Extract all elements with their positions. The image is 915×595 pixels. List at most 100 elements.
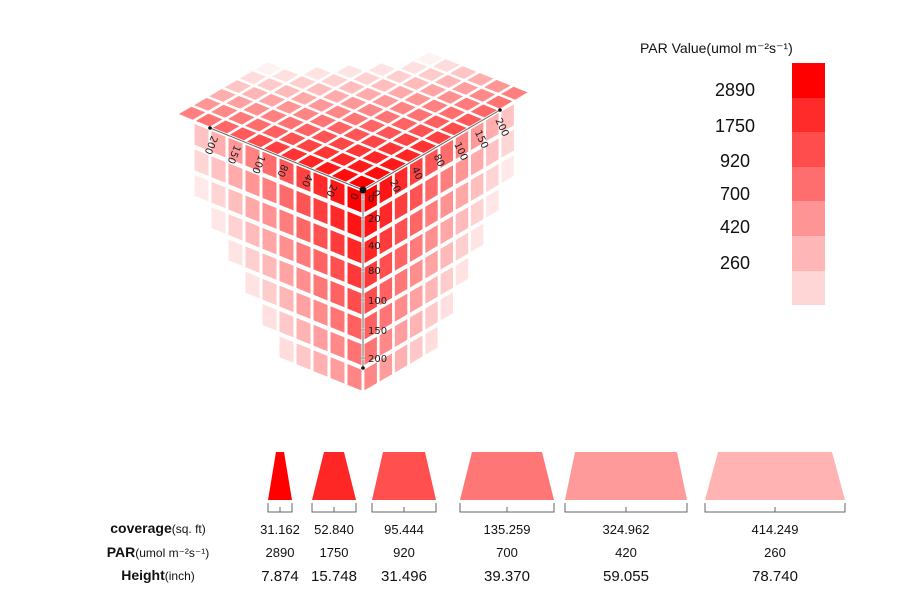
right-face-cell: [470, 172, 484, 201]
right-axis-line: [362, 109, 501, 191]
top-face-cell: [331, 168, 359, 182]
right-face-cell: [425, 224, 438, 254]
legend-swatch: [792, 132, 825, 167]
left-face-cell: [330, 357, 345, 384]
right-face-cell: [410, 183, 423, 212]
top-face-cell: [400, 61, 428, 75]
top-face-cell: [484, 79, 511, 93]
right-face-cell: [425, 250, 438, 279]
top-face-cell: [375, 126, 403, 140]
right-face-cell: [440, 190, 453, 219]
right-face-cell: [455, 258, 469, 287]
right-face-cell: [455, 232, 469, 261]
right-face-cell: [364, 260, 377, 289]
left-face-cell: [330, 306, 345, 333]
top-face-cell: [178, 106, 206, 120]
table-cell-coverage: 52.840: [314, 522, 354, 537]
right-face-cell: [364, 235, 377, 264]
left-face-cell: [194, 149, 209, 176]
right-face-cell: [394, 293, 408, 322]
left-face-cell: [296, 267, 311, 294]
top-face-cell: [226, 95, 253, 109]
table-cell-par: 920: [393, 545, 415, 560]
top-face-cell: [355, 87, 382, 101]
top-face-cell: [292, 107, 319, 121]
top-face-cell: [209, 89, 236, 102]
left-face-cell: [330, 204, 345, 232]
left-face-cell: [296, 216, 311, 243]
top-face-cell: [406, 108, 433, 122]
top-face-cell: [289, 76, 316, 89]
top-face-cell: [296, 139, 323, 153]
top-face-cell: [260, 109, 287, 123]
top-face-cell: [229, 127, 257, 141]
top-face-cell: [262, 125, 289, 139]
left-face-cell: [279, 285, 294, 313]
right-face-cell: [425, 174, 438, 203]
left-face-cell: [279, 234, 294, 262]
legend-swatch: [792, 201, 825, 236]
right-face-cell: [501, 129, 514, 158]
coverage-shape: [267, 452, 293, 513]
right-face-cell: [470, 122, 484, 151]
top-face-cell: [241, 87, 268, 100]
top-face-cell: [330, 153, 357, 166]
right-face-cell: [486, 163, 499, 193]
top-face-cell: [421, 99, 448, 113]
left-face-cell: [330, 280, 345, 308]
top-face-cell: [324, 105, 352, 119]
legend-value: 1750: [714, 116, 756, 136]
top-face-cell: [438, 106, 465, 120]
left-face-cell: [211, 207, 226, 234]
origin-marker: [359, 186, 367, 194]
right-face-cell: [394, 319, 408, 348]
left-face-cell: [245, 195, 260, 222]
right-face-cell: [379, 251, 393, 280]
legend-value: 920: [719, 151, 751, 171]
top-face-cell: [321, 74, 348, 87]
right-face-cell: [486, 113, 499, 142]
left-face-cell: [296, 190, 311, 218]
top-face-cell: [211, 104, 238, 118]
right-face-cell: [410, 233, 423, 262]
coverage-shape: [371, 452, 437, 513]
top-face-cell: [391, 117, 418, 131]
legend-swatch: [792, 63, 825, 98]
top-face-cell: [338, 81, 365, 94]
top-face-cell: [212, 120, 240, 134]
left-face-cell: [262, 227, 277, 255]
left-face-cell: [211, 156, 226, 183]
left-face-cell: [262, 253, 277, 280]
cube-top-face: [178, 52, 528, 189]
top-face-cell: [394, 149, 421, 162]
left-axis-tick-label: 80: [274, 162, 289, 178]
left-face-cell: [262, 202, 277, 229]
left-face-cell: [296, 165, 311, 192]
top-face-cell: [275, 100, 302, 114]
left-face-cell: [296, 317, 311, 345]
top-face-cell: [328, 137, 355, 151]
right-face-cell: [364, 209, 377, 238]
top-face-cell: [357, 103, 384, 117]
top-face-cell: [277, 116, 304, 130]
top-face-cell: [417, 68, 445, 81]
right-face-cell: [379, 327, 393, 356]
table-cell-par: 260: [764, 545, 786, 560]
left-face-cell: [330, 230, 345, 257]
legend-swatch: [792, 235, 825, 271]
right-face-cell: [425, 326, 438, 355]
right-face-cell: [394, 191, 408, 220]
top-face-cell: [224, 80, 251, 93]
right-face-cell: [364, 362, 377, 391]
left-face-cell: [245, 271, 260, 299]
top-face-cell: [455, 113, 482, 127]
right-face-cell: [394, 217, 408, 246]
left-face-cell: [313, 248, 328, 275]
right-axis-tick-label: 40: [409, 165, 424, 181]
top-face-cell: [279, 132, 306, 146]
top-face-cell: [309, 114, 336, 128]
top-face-cell: [343, 128, 370, 142]
cube-left-face: [194, 124, 362, 391]
left-face-cell: [347, 211, 362, 238]
